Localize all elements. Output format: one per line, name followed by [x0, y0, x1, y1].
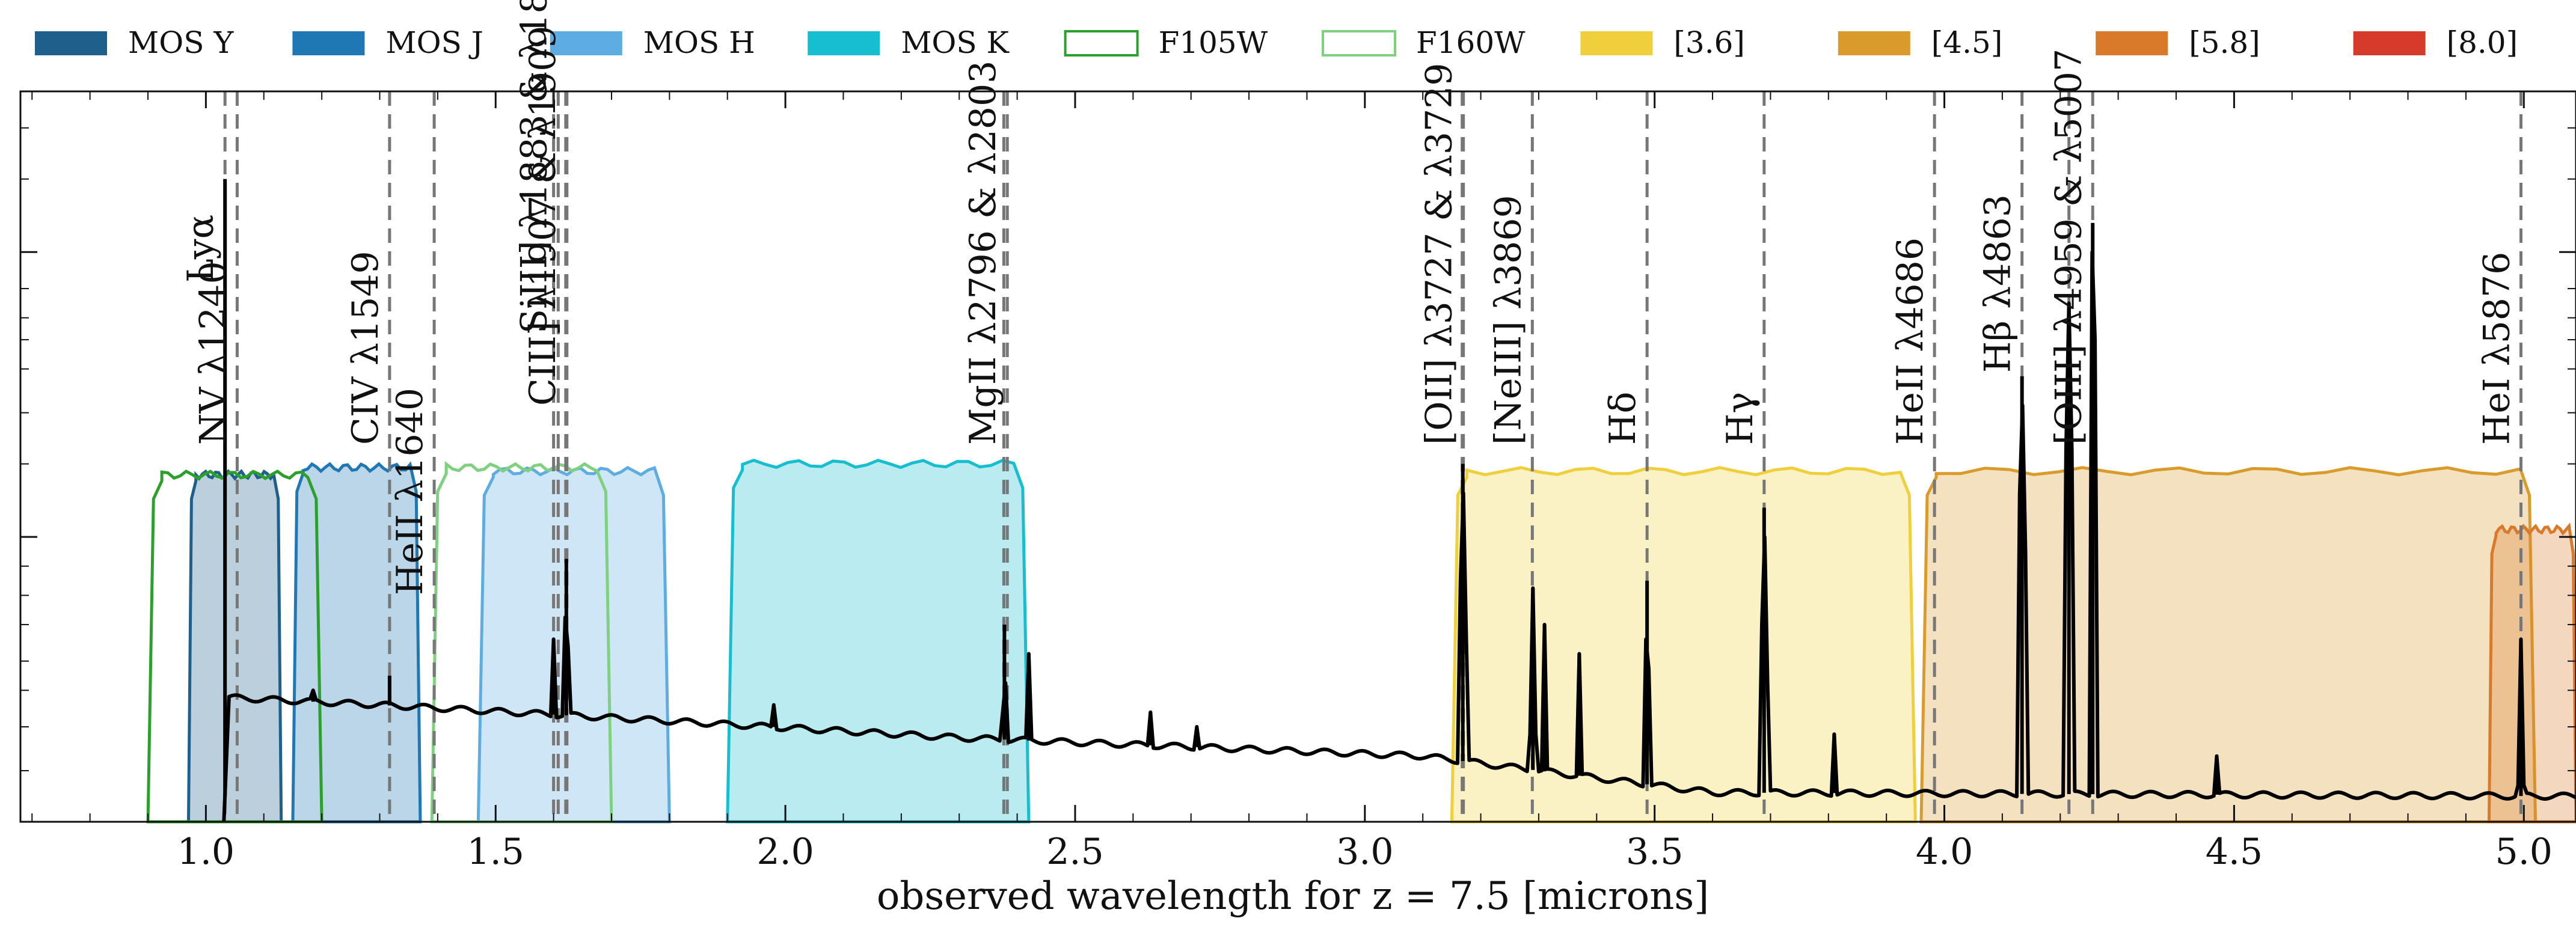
legend-label: [8.0]: [2447, 25, 2518, 60]
legend-swatch: [1322, 30, 1396, 57]
emission-line-markers: [223, 91, 2522, 822]
filter-curve: [2487, 522, 2576, 824]
x-tick-label: 4.0: [1916, 831, 1973, 873]
legend: MOS Y MOS J MOS H MOS K F105W F160W [3.6] [4.5]…: [35, 25, 2518, 60]
x-tick-label: 2.0: [756, 831, 814, 873]
legend-swatch: [550, 31, 622, 55]
filter-curve: [1919, 466, 2538, 824]
plot-frame: [19, 90, 2576, 823]
emission-line-label: CIII] λ1907 & λ1909: [522, 26, 564, 406]
filter-curve: [430, 460, 613, 824]
emission-line-label: Lyα: [180, 215, 222, 283]
legend-swatch: [2353, 31, 2426, 55]
legend-swatch: [1838, 31, 1910, 55]
emission-line-label: Hβ λ4863: [1977, 194, 2019, 373]
x-tick-label: 2.5: [1046, 831, 1103, 873]
emission-line-label: NV λ1240: [192, 261, 234, 445]
filter-curve: [186, 469, 283, 824]
legend-label: [4.5]: [1931, 25, 2003, 60]
legend-swatch: [1064, 30, 1139, 57]
legend-label: [5.8]: [2189, 25, 2260, 60]
legend-label: MOS J: [385, 25, 483, 60]
spectrum-series: [222, 179, 2576, 822]
emission-line-label: HeII λ4686: [1889, 237, 1931, 445]
emission-line-label: HeII λ1640: [389, 388, 431, 595]
x-tick-label: 1.0: [177, 831, 235, 873]
filter-curve: [726, 458, 1031, 824]
filter-curve: [146, 469, 324, 824]
legend-label: F160W: [1416, 25, 1526, 60]
x-tick-label: 4.5: [2206, 831, 2263, 873]
emission-line-label: [OIII] λ4959 & λ5007: [2047, 49, 2090, 445]
emission-line-label: MgII λ2796 & λ2803: [962, 61, 1004, 445]
x-tick-label: 5.0: [2495, 831, 2553, 873]
emission-line-label: Hγ: [1719, 392, 1761, 445]
filter-curves: [146, 458, 2576, 824]
emission-line-label: [NeIII] λ3869: [1487, 195, 1529, 445]
spectrum-line: [222, 250, 2576, 822]
legend-label: MOS Y: [128, 25, 234, 60]
legend-swatch: [35, 31, 107, 55]
filter-curve: [476, 465, 671, 824]
emission-line-label: HeI λ5876: [2476, 252, 2518, 445]
x-tick-label: 1.5: [467, 831, 524, 873]
legend-swatch: [1580, 31, 1653, 55]
emission-line-label: Hδ: [1602, 392, 1644, 445]
filter-curve: [1450, 466, 1917, 824]
x-axis-label: observed wavelength for z = 7.5 [microns…: [877, 874, 1709, 919]
x-axis-ticks: 1.0 1.5 2.0 2.5 3.0 3.5 4.0 4.5 5.0: [31, 91, 2553, 873]
y-axis-ticks: [20, 127, 2576, 771]
emission-line-label: CIV λ1549: [345, 251, 387, 445]
emission-line-label: SiIII] λ1883 & λ1892: [513, 0, 555, 334]
legend-label: MOS K: [901, 25, 1010, 60]
legend-swatch: [292, 31, 365, 55]
legend-swatch: [808, 31, 880, 55]
x-tick-label: 3.0: [1336, 831, 1393, 873]
legend-swatch: [2096, 31, 2168, 55]
x-tick-label: 3.5: [1626, 831, 1683, 873]
emission-line-label: [OII] λ3727 & λ3729: [1418, 63, 1461, 445]
legend-label: [3.6]: [1673, 25, 1745, 60]
legend-label: F105W: [1159, 25, 1268, 60]
legend-label: MOS H: [643, 25, 755, 60]
